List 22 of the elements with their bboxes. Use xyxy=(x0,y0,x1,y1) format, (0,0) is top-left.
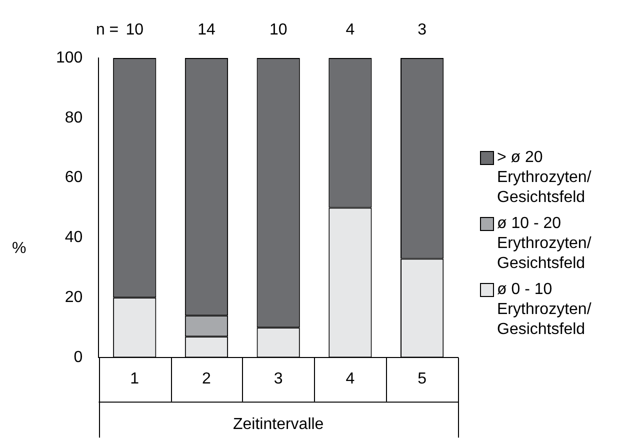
text: 14 xyxy=(198,21,216,38)
x-tick-label: 1 xyxy=(130,370,140,388)
x-tick-label: 4 xyxy=(346,370,355,388)
x-tick-label: 3 xyxy=(274,370,283,388)
text: 10 xyxy=(269,21,288,38)
text: 10 xyxy=(126,21,144,38)
legend-label: ø 10 - 20 Erythrozyten/ Gesichtsfeld xyxy=(497,214,592,274)
y-tick-label: 40 xyxy=(64,229,83,246)
legend-label: ø 0 - 10 Erythrozyten/ Gesichtsfeld xyxy=(497,280,592,340)
text: n = xyxy=(96,21,119,38)
text: 3 xyxy=(418,21,427,38)
y-tick-label: 20 xyxy=(64,289,83,306)
y-tick-label: 100 xyxy=(56,49,83,66)
x-tick-label: 2 xyxy=(202,370,212,388)
x-axis-title: Zeitintervalle xyxy=(232,416,324,433)
y-axis-title: % xyxy=(12,240,26,258)
text: 4 xyxy=(346,21,355,38)
x-tick-label: 5 xyxy=(418,370,427,388)
y-tick-label: 80 xyxy=(64,109,83,126)
y-tick-label: 0 xyxy=(74,349,83,366)
legend-label: > ø 20 Erythrozyten/ Gesichtsfeld xyxy=(497,148,592,208)
y-tick-label: 60 xyxy=(64,169,83,186)
